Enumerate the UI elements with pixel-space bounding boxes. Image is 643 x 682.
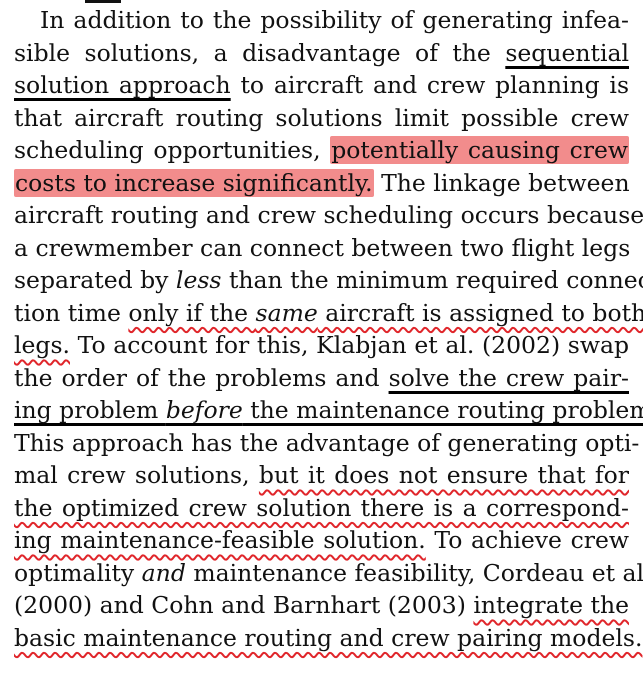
text-segment: tion time xyxy=(14,298,129,327)
text-line: scheduling opportunities, potentially ca… xyxy=(14,134,629,167)
text-line: a crewmember can connect between two fli… xyxy=(14,232,631,265)
underlined-text: ing problem xyxy=(14,396,166,424)
text-line: (2000) and Cohn and Barnhart (2003) inte… xyxy=(14,589,629,622)
squiggle-underlined-text: same xyxy=(255,298,318,327)
underlined-text: the maintenance routing problem. xyxy=(242,396,643,424)
text-segment: To achieve crew xyxy=(425,526,629,554)
text-segment: scheduling opportunities, xyxy=(14,136,331,164)
italic-text: and xyxy=(141,558,186,587)
squiggle-underlined-text: only if the xyxy=(128,298,256,327)
text-line: that aircraft routing solutions limit po… xyxy=(14,102,629,135)
squiggle-underlined-text: basic maintenance routing and crew pairi… xyxy=(14,623,643,652)
italic-text: less xyxy=(175,266,222,294)
text-segment: than the minimum required connec- xyxy=(221,266,643,294)
text-segment: optimality xyxy=(14,558,142,587)
text-line: costs to increase significantly. The lin… xyxy=(14,167,630,200)
squiggle-underlined-text: legs. xyxy=(14,331,70,359)
text-segment: separated by xyxy=(14,266,176,294)
underline-fragment xyxy=(85,0,121,3)
text-line: sible solutions, a disadvantage of the s… xyxy=(14,37,629,70)
underlined-text: before xyxy=(165,396,243,424)
text-segment: to aircraft and crew planning is xyxy=(230,71,630,99)
text-segment: This approach has the advantage of gener… xyxy=(14,428,640,457)
text-segment: mal crew solutions, xyxy=(14,461,259,489)
text-line: the order of the problems and solve the … xyxy=(14,362,629,395)
text-line: In addition to the possibility of genera… xyxy=(14,4,629,37)
squiggle-underlined-text: integrate the xyxy=(473,591,629,619)
text-line: This approach has the advantage of gener… xyxy=(14,427,639,460)
text-line: tion time only if the same aircraft is a… xyxy=(14,297,643,330)
text-line: optimality and maintenance feasibility, … xyxy=(14,557,643,590)
text-line: ing problem before the maintenance routi… xyxy=(14,394,643,427)
squiggle-underlined-text: the optimized crew solution there is a c… xyxy=(14,493,629,522)
text-line: ing maintenance-feasible solution. To ac… xyxy=(14,524,629,557)
underlined-text: sequential xyxy=(505,38,629,67)
underlined-text: solution approach xyxy=(14,71,231,99)
text-segment: aircraft routing and crew scheduling occ… xyxy=(14,201,643,229)
squiggle-underlined-text: aircraft is assigned to both xyxy=(317,298,643,327)
highlighted-text: potentially causing crew xyxy=(330,136,629,164)
text-segment: To account for this, Klabjan et al. (200… xyxy=(70,331,629,359)
text-segment: the order of the problems and xyxy=(14,363,389,392)
text-line: mal crew solutions, but it does not ensu… xyxy=(14,459,629,492)
underlined-text: solve the crew pair- xyxy=(388,363,629,392)
text-segment: a crewmember can connect between two fli… xyxy=(14,233,631,262)
squiggle-underlined-text: ing maintenance-feasible solution. xyxy=(14,526,426,554)
text-segment: maintenance feasibility, Cordeau et al. xyxy=(185,558,643,587)
text-line: basic maintenance routing and crew pairi… xyxy=(14,622,642,655)
squiggle-underlined-text: but it does not ensure that for xyxy=(258,461,629,489)
text-segment: The linkage between xyxy=(373,168,630,197)
text-segment: In addition to the possibility of genera… xyxy=(40,6,629,34)
text-line: solution approach to aircraft and crew p… xyxy=(14,69,629,102)
text-segment: (2000) and Cohn and Barnhart (2003) xyxy=(14,591,474,619)
text-segment: sible solutions, a disadvantage of the xyxy=(14,38,506,67)
text-segment: that aircraft routing solutions limit po… xyxy=(14,103,629,132)
highlighted-text: costs to increase significantly. xyxy=(14,168,374,197)
text-line: the optimized crew solution there is a c… xyxy=(14,492,629,525)
text-line: legs. To account for this, Klabjan et al… xyxy=(14,329,629,362)
text-line: aircraft routing and crew scheduling occ… xyxy=(14,199,643,232)
text-line: separated by less than the minimum requi… xyxy=(14,264,643,297)
